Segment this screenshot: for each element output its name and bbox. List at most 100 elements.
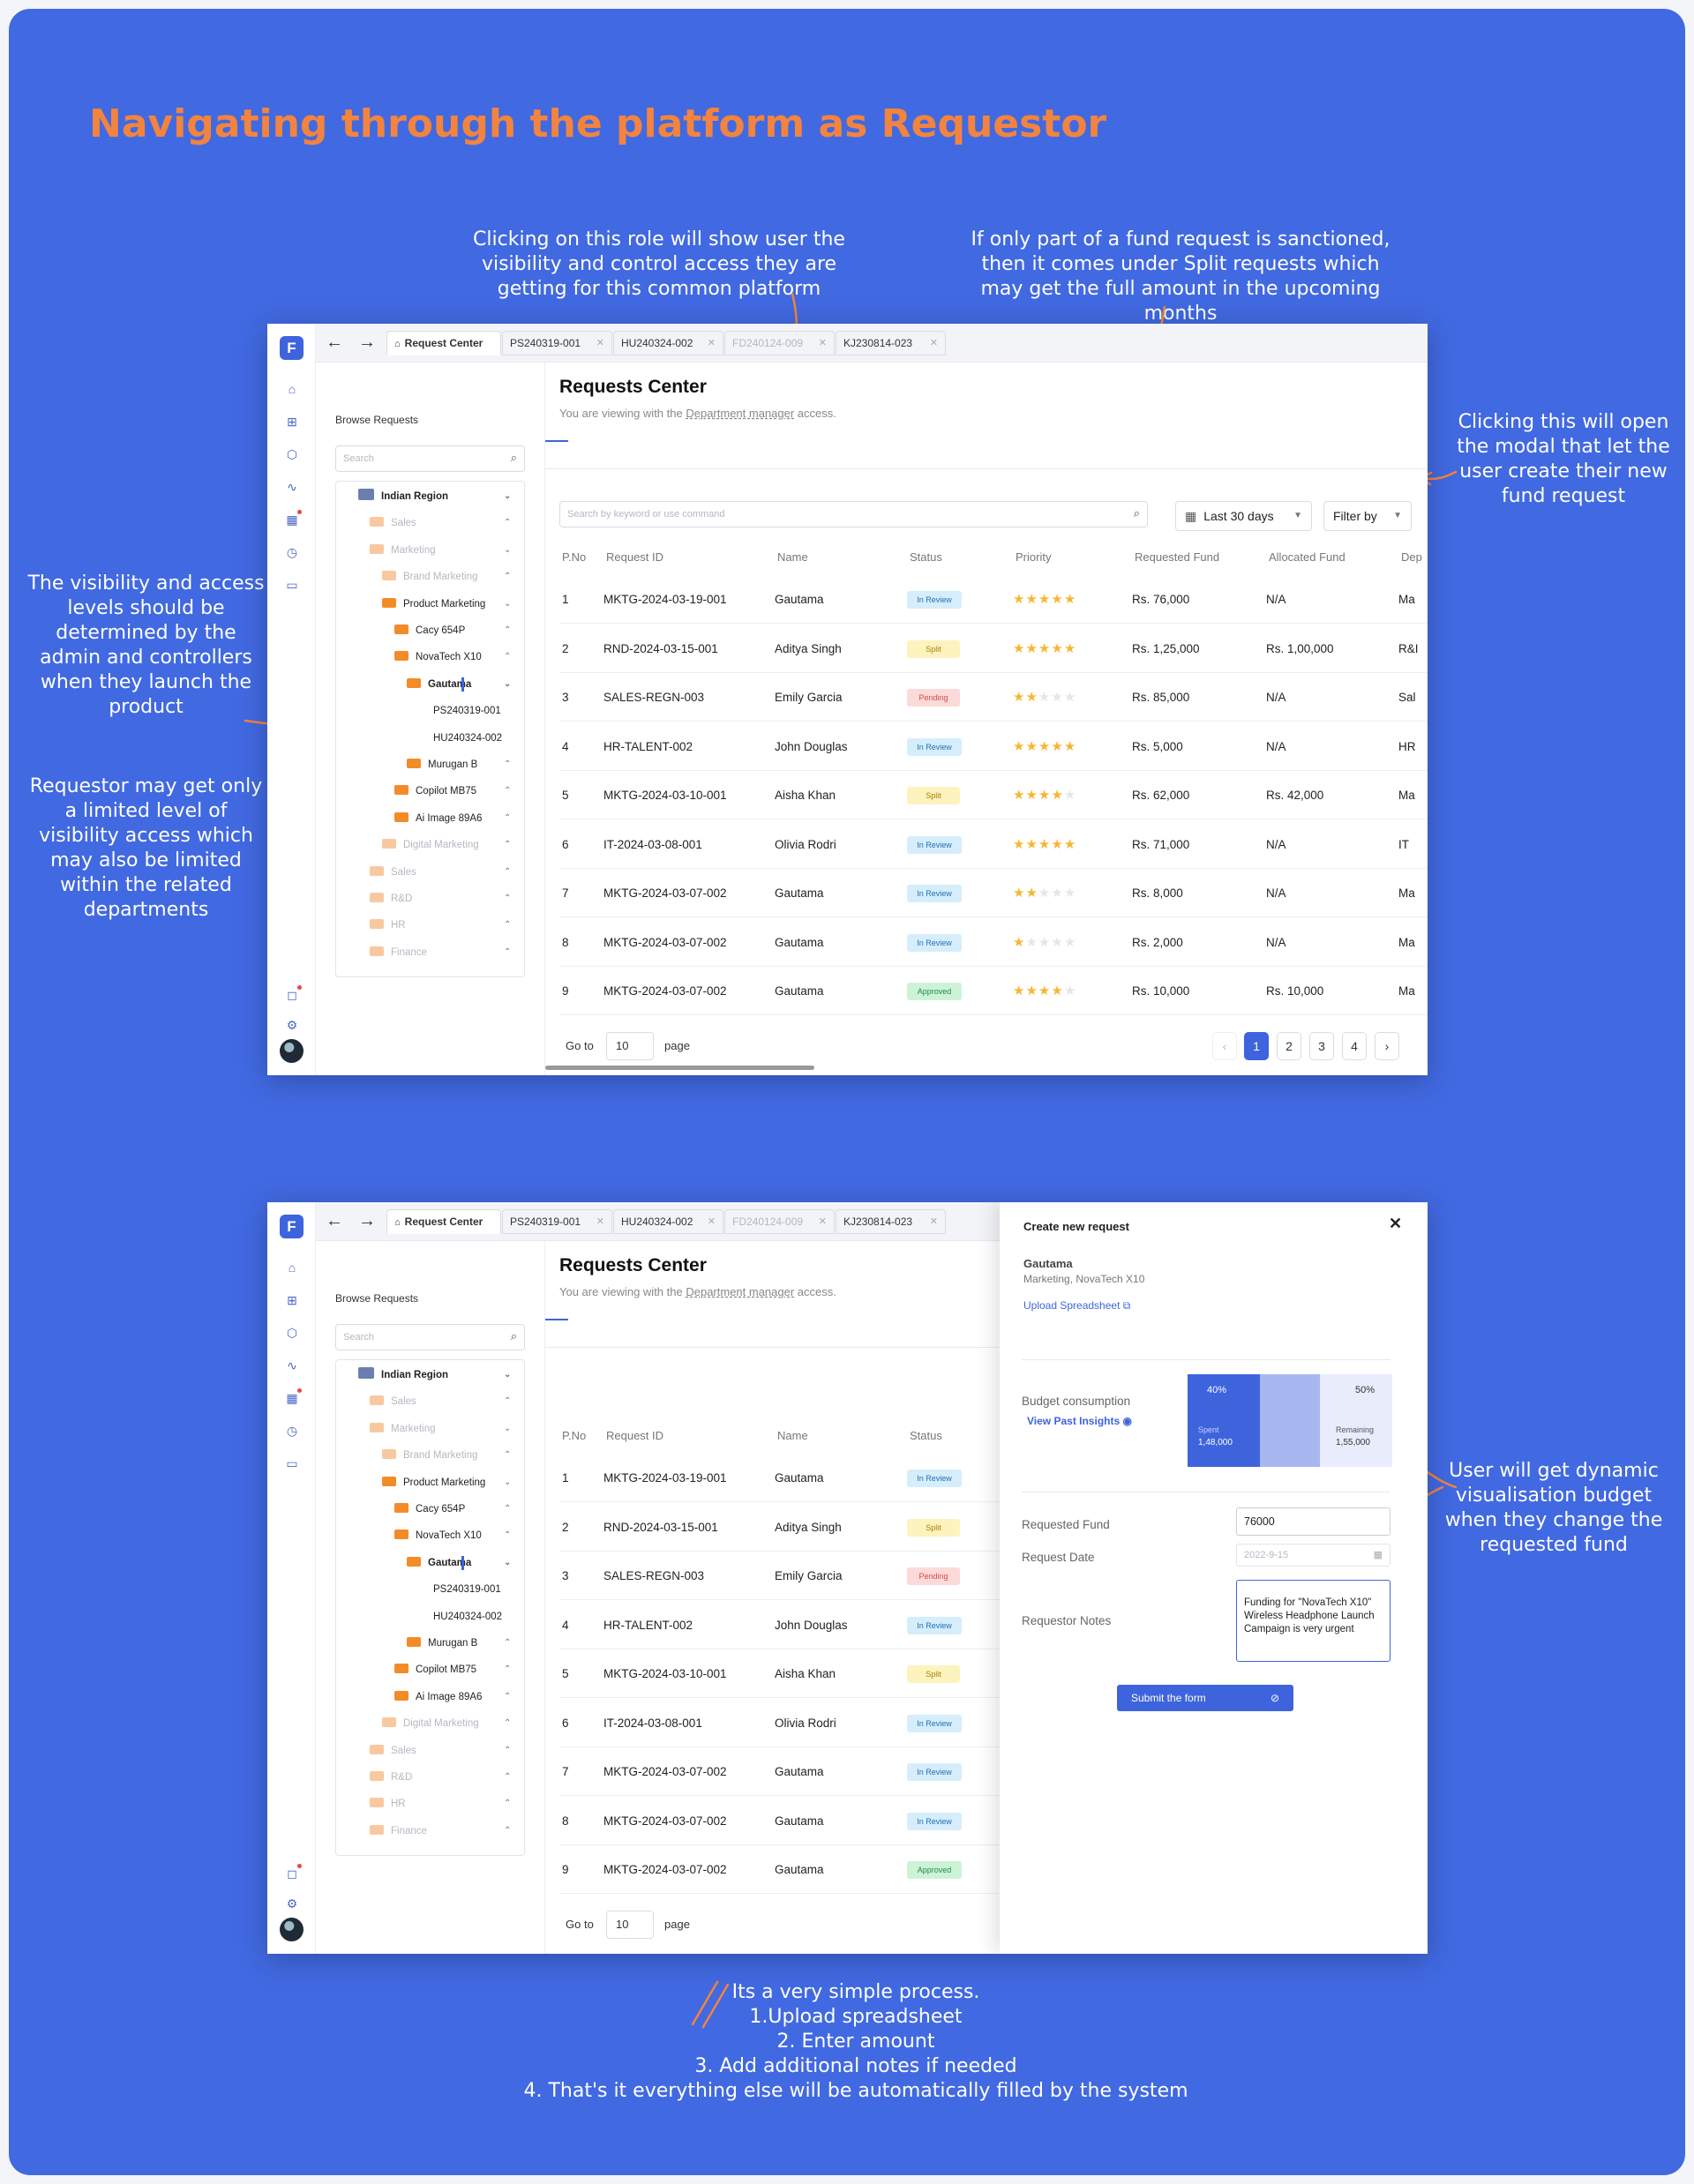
tree-node[interactable]: Digital Marketing ⌃ [382, 1710, 516, 1737]
window-tab[interactable]: ⌂ Request Center [386, 331, 501, 355]
request-id[interactable]: MKTG-2024-03-07-002 [603, 1863, 727, 1876]
chevron-up-icon[interactable]: ⌃ [504, 1504, 512, 1514]
request-id[interactable]: HR-TALENT-002 [603, 1618, 693, 1632]
view-insights-link[interactable]: View Past Insights ◉ [1027, 1415, 1132, 1427]
tree-node[interactable]: Sales ⌃ [370, 859, 516, 886]
close-tab-icon[interactable]: ✕ [818, 338, 827, 348]
calendar-icon[interactable]: ▦ [284, 510, 302, 527]
wallet-icon[interactable]: ▭ [286, 578, 298, 592]
filter-dropdown[interactable]: Filter by ▼ [1323, 501, 1412, 531]
tree-node[interactable]: Copilot MB75 ⌃ [394, 1657, 516, 1683]
tree-node[interactable]: R&D ⌃ [370, 1764, 516, 1791]
chevron-up-icon[interactable]: ⌃ [504, 1772, 512, 1782]
tree-node[interactable]: Finance ⌃ [370, 1818, 516, 1844]
chevron-down-icon[interactable]: ⌄ [504, 1370, 512, 1380]
request-id[interactable]: SALES-REGN-003 [603, 1569, 705, 1582]
request-id[interactable]: MKTG-2024-03-07-002 [603, 886, 727, 900]
tree-node[interactable]: HU240324-002 [433, 1604, 516, 1630]
settings-icon[interactable]: ⚙ [286, 1896, 298, 1911]
chevron-up-icon[interactable]: ⌃ [504, 1745, 512, 1755]
tree-node[interactable]: Cacy 654P ⌃ [394, 617, 516, 644]
avatar[interactable] [280, 1918, 304, 1941]
chevron-down-icon[interactable]: ⌄ [504, 544, 512, 555]
tree-node[interactable]: Copilot MB75 ⌃ [394, 778, 516, 804]
chevron-down-icon[interactable]: ⌄ [504, 1423, 512, 1433]
table-row[interactable]: 3 SALES-REGN-003 Emily Garcia Pending [559, 1552, 1428, 1600]
horizontal-scrollbar[interactable] [545, 1066, 814, 1070]
column-header[interactable]: Request ID [606, 1429, 664, 1442]
app-logo[interactable]: F [280, 1215, 304, 1238]
tree-node[interactable]: Gautama ⌄ [407, 1550, 516, 1576]
window-tab[interactable]: PS240319-001 ✕ [502, 1209, 612, 1234]
chevron-down-icon[interactable]: ⌄ [504, 491, 512, 501]
tree-node[interactable]: Sales ⌃ [370, 510, 516, 536]
chevron-up-icon[interactable]: ⌃ [504, 1450, 512, 1461]
tree-node[interactable]: Finance ⌃ [370, 939, 516, 966]
request-id[interactable]: SALES-REGN-003 [603, 691, 705, 704]
chevron-up-icon[interactable]: ⌃ [504, 786, 512, 797]
window-tab[interactable]: KJ230814-023 ✕ [836, 331, 946, 355]
window-tab[interactable]: HU240324-002 ✕ [613, 331, 723, 355]
chevron-up-icon[interactable]: ⌃ [504, 840, 512, 850]
tree-node[interactable]: HU240324-002 [433, 725, 516, 752]
request-id[interactable]: MKTG-2024-03-07-002 [603, 935, 727, 949]
tree-node[interactable]: Brand Marketing ⌃ [382, 564, 516, 590]
window-tab[interactable]: PS240319-001 ✕ [502, 331, 612, 355]
table-row[interactable]: 4 HR-TALENT-002 John Douglas In Review ★★★★★… [559, 722, 1428, 771]
tree-node[interactable]: Marketing ⌄ [370, 1416, 516, 1442]
goto-page-input[interactable]: 10 [606, 1031, 654, 1060]
column-header[interactable]: Requested Fund [1135, 550, 1220, 564]
submit-button[interactable]: Submit the form ⊘ [1117, 1685, 1293, 1711]
tree-node[interactable]: Cacy 654P ⌃ [394, 1496, 516, 1522]
column-header[interactable]: Name [777, 550, 808, 564]
table-row[interactable]: 9 MKTG-2024-03-07-002 Gautama Approved ★★★★★… [559, 967, 1428, 1015]
chevron-up-icon[interactable]: ⌃ [504, 920, 512, 931]
tree-node[interactable]: Product Marketing ⌄ [382, 591, 516, 617]
table-search-input[interactable]: Search by keyword or use command ⌕ [559, 501, 1148, 527]
tree-node[interactable]: Indian Region ⌄ [358, 483, 516, 510]
tree-node[interactable]: Product Marketing ⌄ [382, 1470, 516, 1496]
upload-spreadsheet-link[interactable]: Upload Spreadsheet ⧉ [1023, 1299, 1130, 1313]
request-id[interactable]: MKTG-2024-03-10-001 [603, 1667, 727, 1680]
role-link[interactable]: Department manager [686, 1285, 795, 1298]
close-tab-icon[interactable]: ✕ [707, 338, 716, 348]
table-row[interactable]: 3 SALES-REGN-003 Emily Garcia Pending ★★★★★ R… [559, 673, 1428, 722]
tree-search-input[interactable]: Search ⌕ [335, 1324, 525, 1350]
role-link[interactable]: Department manager [686, 407, 795, 420]
tree-node[interactable]: Indian Region ⌄ [358, 1362, 516, 1388]
table-row[interactable]: 5 MKTG-2024-03-10-001 Aisha Khan Split ★★★★★… [559, 771, 1428, 819]
back-arrow-icon[interactable]: ← [326, 1211, 343, 1230]
table-row[interactable]: 6 IT-2024-03-08-001 Olivia Rodri In Review [559, 1699, 1428, 1747]
page-button[interactable]: 1 [1244, 1031, 1269, 1060]
request-id[interactable]: IT-2024-03-08-001 [603, 837, 702, 851]
tree-node[interactable]: Marketing ⌄ [370, 537, 516, 564]
tree-node[interactable]: PS240319-001 [433, 698, 516, 724]
home-icon[interactable]: ⌂ [288, 1260, 296, 1275]
tree-node[interactable]: NovaTech X10 ⌃ [394, 644, 516, 670]
tree-node[interactable]: Brand Marketing ⌃ [382, 1442, 516, 1469]
apps-icon[interactable]: ⊞ [287, 1293, 297, 1307]
chevron-up-icon[interactable]: ⌃ [504, 1799, 512, 1809]
chevron-down-icon[interactable]: ⌄ [504, 1477, 512, 1487]
table-row[interactable]: 6 IT-2024-03-08-001 Olivia Rodri In Review ★… [559, 820, 1428, 869]
close-icon[interactable]: ✕ [1389, 1215, 1403, 1232]
table-row[interactable]: 7 MKTG-2024-03-07-002 Gautama In Review ★★★★… [559, 869, 1428, 917]
wallet-icon[interactable]: ▭ [286, 1456, 298, 1470]
date-filter-dropdown[interactable]: ▦ Last 30 days ▼ [1175, 501, 1312, 531]
close-tab-icon[interactable]: ✕ [929, 338, 938, 348]
column-header[interactable]: Status [910, 550, 942, 564]
tree-node[interactable]: PS240319-001 [433, 1576, 516, 1603]
chevron-up-icon[interactable]: ⌃ [504, 1718, 512, 1729]
back-arrow-icon[interactable]: ← [326, 333, 343, 352]
column-header[interactable]: Status [910, 1429, 942, 1442]
goto-page-input[interactable]: 10 [606, 1910, 654, 1939]
table-row[interactable]: 5 MKTG-2024-03-10-001 Aisha Khan Split [559, 1649, 1428, 1698]
tree-node[interactable]: R&D ⌃ [370, 886, 516, 912]
table-row[interactable]: 2 RND-2024-03-15-001 Aditya Singh Split [559, 1503, 1428, 1552]
tree-node[interactable]: Ai Image 89A6 ⌃ [394, 1684, 516, 1710]
window-tab[interactable]: HU240324-002 ✕ [613, 1209, 723, 1234]
tree-node[interactable]: Gautama ⌄ [407, 671, 516, 698]
window-tab[interactable]: ⌂ Request Center [386, 1209, 501, 1234]
calendar-icon[interactable]: ▦ [284, 1388, 302, 1406]
column-header[interactable]: Allocated Fund [1269, 550, 1345, 564]
